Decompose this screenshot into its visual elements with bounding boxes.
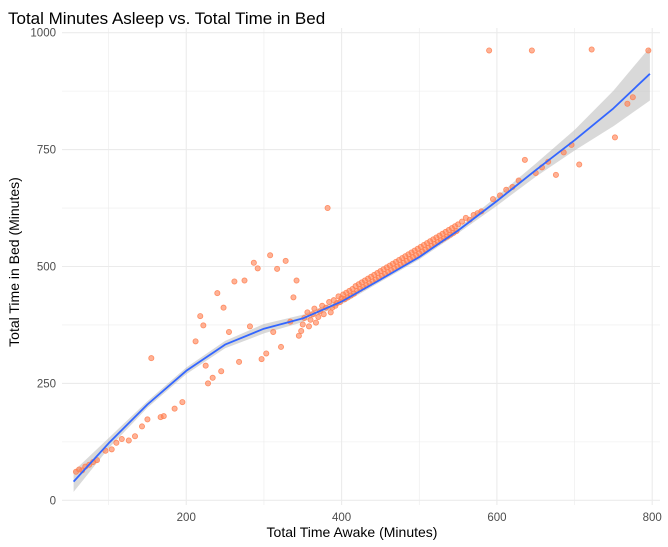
data-point <box>290 294 297 301</box>
data-point <box>218 368 225 375</box>
data-point <box>220 304 227 311</box>
data-point <box>125 437 132 444</box>
data-point <box>298 328 305 335</box>
data-point <box>528 47 535 54</box>
data-point <box>270 328 277 335</box>
data-point <box>148 355 155 362</box>
data-point <box>192 338 199 345</box>
data-point <box>295 332 302 339</box>
data-point <box>503 186 510 193</box>
data-point <box>282 257 289 264</box>
data-point <box>205 380 212 387</box>
data-point <box>311 305 318 312</box>
data-point <box>108 446 115 453</box>
data-point <box>624 100 631 107</box>
data-point <box>629 94 636 101</box>
data-point <box>200 322 207 329</box>
data-point <box>458 218 465 225</box>
data-point <box>611 134 618 141</box>
data-point <box>138 423 145 430</box>
x-tick-label: 800 <box>643 512 662 524</box>
tick-labels: 200 400 600 800 0 250 500 750 1000 <box>30 28 661 524</box>
data-point <box>486 47 493 54</box>
y-tick-label: 250 <box>37 378 56 390</box>
y-tick-label: 0 <box>50 495 56 507</box>
data-point <box>197 313 204 320</box>
data-point <box>293 277 300 284</box>
grid-lines <box>62 28 660 505</box>
data-point <box>324 205 331 212</box>
x-tick-label: 600 <box>487 512 506 524</box>
x-tick-label: 200 <box>177 512 196 524</box>
data-point <box>521 156 528 163</box>
data-point <box>315 314 322 321</box>
data-point <box>246 323 253 330</box>
data-point <box>267 252 274 259</box>
data-point <box>144 416 151 423</box>
data-point <box>179 399 186 406</box>
data-point <box>645 47 652 54</box>
data-point <box>588 46 595 53</box>
data-point <box>214 290 221 297</box>
data-point <box>236 358 243 365</box>
data-point <box>320 311 327 318</box>
smooth-line-layer <box>72 73 651 483</box>
data-point <box>231 278 238 285</box>
data-point <box>132 433 139 440</box>
data-point <box>312 319 319 326</box>
y-tick-label: 750 <box>37 145 56 157</box>
data-point <box>202 362 209 369</box>
data-point <box>299 321 306 328</box>
data-point <box>254 265 261 272</box>
data-point <box>560 149 567 156</box>
data-point <box>118 436 125 443</box>
y-axis-title: Total Time in Bed (Minutes) <box>6 177 22 347</box>
data-point <box>274 265 281 272</box>
data-point <box>209 374 216 381</box>
data-point <box>576 161 583 168</box>
smooth-trend-line <box>72 73 651 483</box>
data-point <box>307 316 314 323</box>
data-point <box>113 439 120 446</box>
x-axis-title: Total Time Awake (Minutes) <box>267 524 438 540</box>
data-point <box>263 350 270 357</box>
data-point <box>225 328 232 335</box>
data-point <box>241 277 248 284</box>
data-point <box>250 259 257 266</box>
x-tick-label: 400 <box>332 512 351 524</box>
y-tick-label: 500 <box>37 262 56 274</box>
data-point <box>171 405 178 412</box>
data-point <box>305 323 312 330</box>
y-tick-label: 1000 <box>30 28 56 40</box>
data-point <box>490 196 497 203</box>
data-point <box>160 413 167 420</box>
data-point <box>278 343 285 350</box>
data-point <box>258 356 265 363</box>
data-point <box>304 309 311 316</box>
data-point <box>552 171 559 178</box>
chart-title: Total Minutes Asleep vs. Total Time in B… <box>8 9 325 28</box>
